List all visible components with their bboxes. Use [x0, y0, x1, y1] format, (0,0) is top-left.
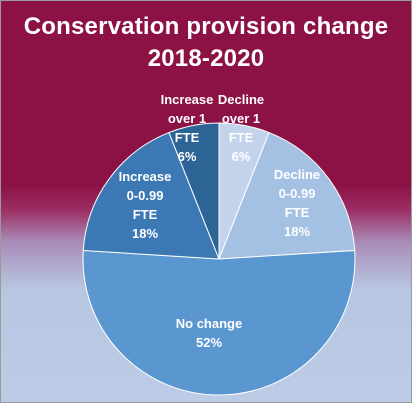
slice-category-label: FTE — [133, 207, 158, 222]
slice-category-label: FTE — [285, 205, 310, 220]
slice-category-label: 0-0.99 — [127, 188, 164, 203]
chart-title-line-1: Conservation provision change — [23, 13, 389, 40]
slice-value-label: 18% — [132, 226, 158, 241]
slice-category-label: No change — [176, 316, 242, 331]
pie-slice — [168, 122, 220, 260]
slice-value-label: 18% — [284, 224, 310, 239]
slice-category-label: 0-0.99 — [279, 186, 316, 201]
pie-slice — [82, 131, 220, 260]
chart-title-line-2: 2018-2020 — [147, 45, 265, 72]
slice-category-label: Increase — [161, 92, 214, 107]
slice-category-label: FTE — [229, 130, 254, 145]
slice-label: Decline over 1 FTE 6% — [218, 92, 264, 164]
slice-value-label: 52% — [196, 335, 222, 350]
slice-label: Increase over 1 FTE 6% — [161, 92, 214, 164]
pie-slice — [82, 249, 356, 396]
slice-category-label: Decline — [274, 167, 320, 182]
pie-slice — [218, 131, 356, 260]
slice-value-label: 6% — [232, 149, 251, 164]
slice-category-label: over 1 — [168, 111, 206, 126]
slice-category-label: over 1 — [222, 111, 260, 126]
slice-category-label: Increase — [119, 169, 172, 184]
slice-category-label: FTE — [175, 130, 200, 145]
slice-value-label: 6% — [178, 149, 197, 164]
slice-label: Increase 0-0.99 FTE 18% — [119, 169, 172, 241]
slice-label: Decline 0-0.99 FTE 18% — [274, 167, 320, 239]
slice-label: No change 52% — [176, 316, 242, 350]
slice-category-label: Decline — [218, 92, 264, 107]
